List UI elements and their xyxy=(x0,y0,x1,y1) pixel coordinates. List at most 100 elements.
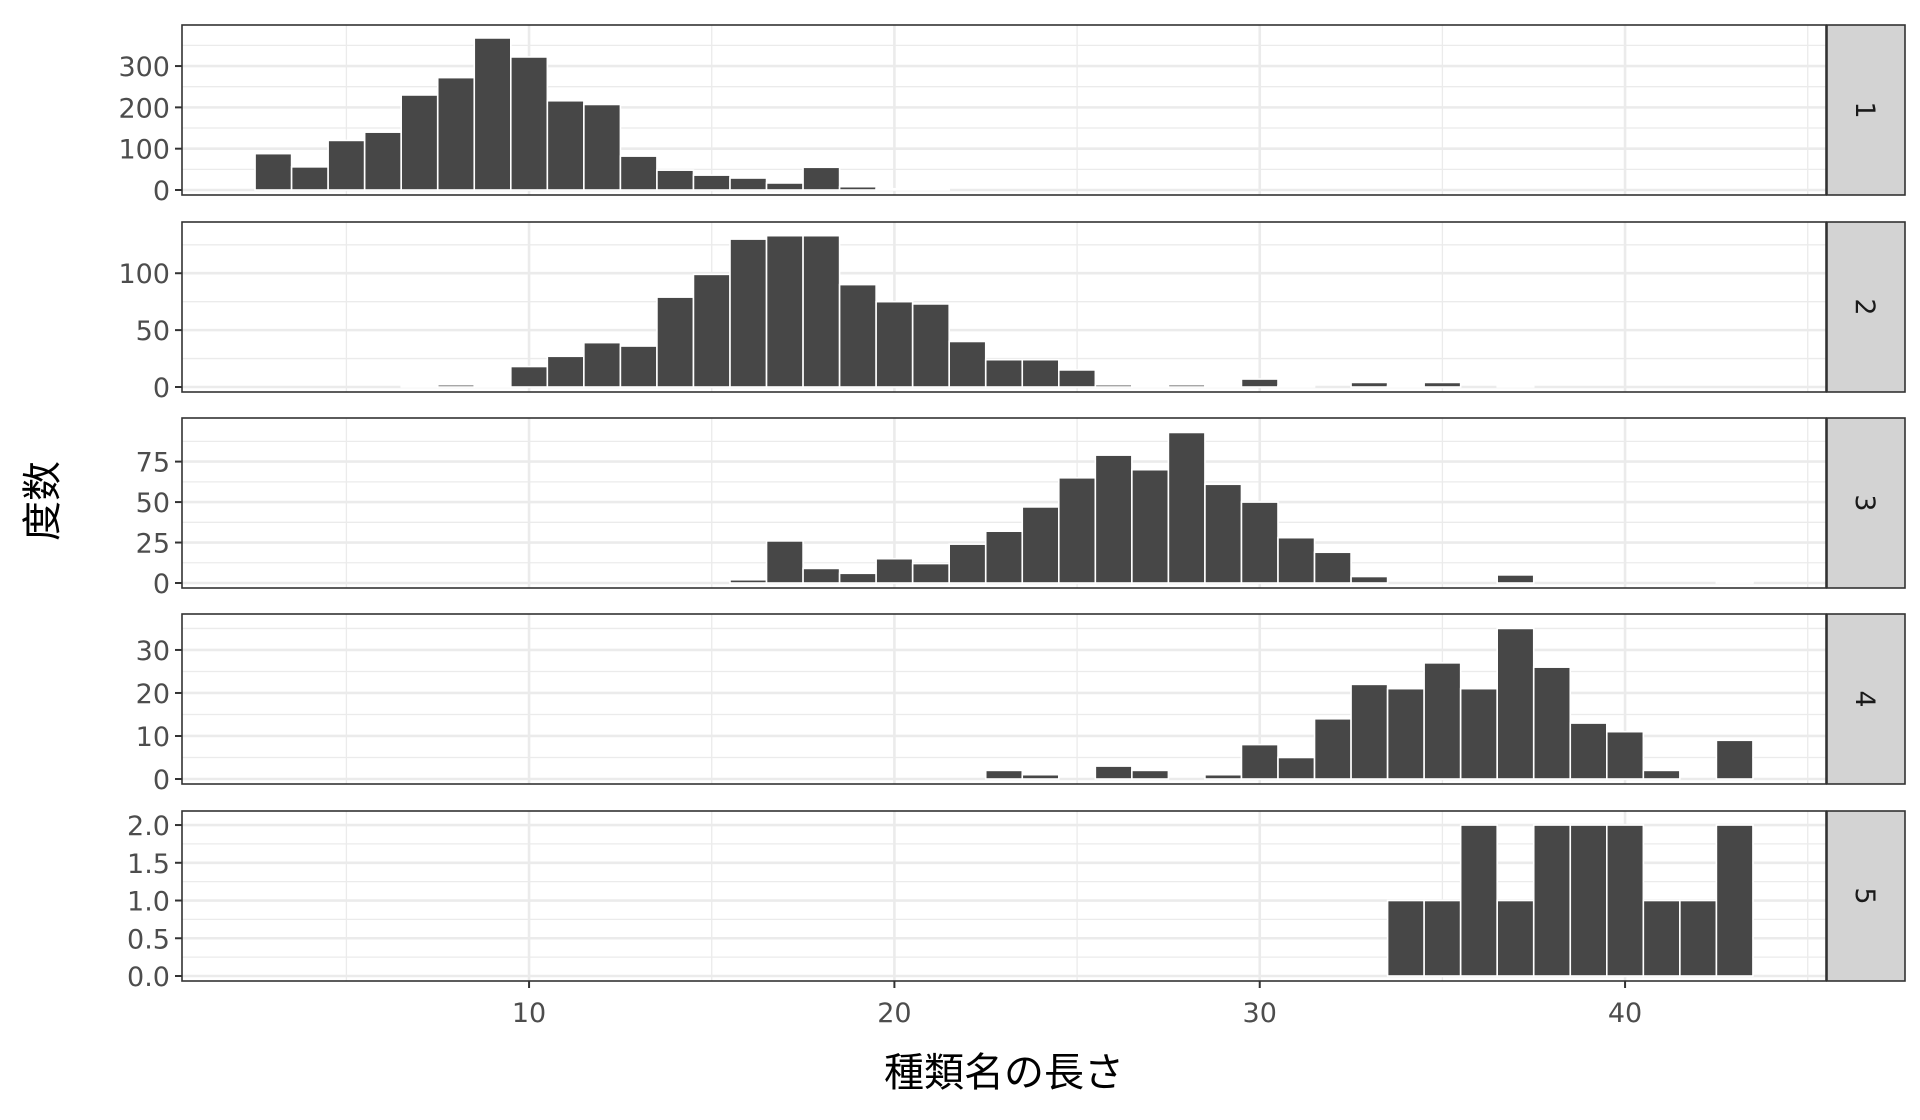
bar xyxy=(400,385,439,388)
bar xyxy=(1386,385,1425,388)
bar xyxy=(1350,575,1389,584)
y-axis-title: 度数 xyxy=(20,461,66,541)
bar xyxy=(875,300,914,388)
bar xyxy=(729,578,768,584)
bar xyxy=(656,169,695,191)
facet-strip-label: 2 xyxy=(1849,298,1880,315)
bar xyxy=(984,358,1024,388)
bar xyxy=(1496,385,1535,388)
bar xyxy=(838,185,877,191)
bar xyxy=(765,234,804,388)
bar xyxy=(1313,717,1352,780)
bar xyxy=(509,365,549,388)
bar xyxy=(400,94,439,191)
bar xyxy=(436,383,476,388)
bar xyxy=(948,543,987,584)
panel-border xyxy=(181,24,1827,196)
y-tick-label: 1.0 xyxy=(127,887,170,918)
facet-strip xyxy=(1826,24,1906,196)
bar xyxy=(765,540,804,584)
x-tick-label: 10 xyxy=(512,998,546,1029)
bar xyxy=(875,557,914,584)
bar xyxy=(1058,476,1097,584)
bar xyxy=(1459,687,1498,780)
bar xyxy=(1679,899,1718,977)
facet-strip xyxy=(1826,613,1906,785)
bar xyxy=(1058,369,1097,388)
x-tick-label: 30 xyxy=(1243,998,1277,1029)
bar xyxy=(473,385,512,388)
bar xyxy=(327,139,366,191)
bar xyxy=(729,177,768,191)
bar xyxy=(1021,358,1060,388)
bar xyxy=(1021,773,1060,780)
facet-strip-label: 1 xyxy=(1849,101,1880,118)
facet-strip-label: 3 xyxy=(1849,494,1880,511)
bar xyxy=(1350,381,1389,388)
bar xyxy=(692,174,731,191)
facet-panel-3: 0 25 50 75 3 xyxy=(136,417,1906,600)
bar xyxy=(1715,580,1754,584)
y-tick-label: 50 xyxy=(136,316,170,347)
bar xyxy=(656,296,695,388)
bar xyxy=(838,572,877,584)
x-axis: 10 20 30 40 xyxy=(512,981,1642,1029)
x-tick-label: 20 xyxy=(877,998,911,1029)
panel-border xyxy=(181,221,1827,393)
bar xyxy=(1606,730,1645,780)
bar xyxy=(729,238,768,388)
y-tick-label: 0 xyxy=(153,569,170,600)
bar xyxy=(1094,383,1133,388)
bar xyxy=(1606,824,1645,977)
y-tick-label: 200 xyxy=(118,93,170,124)
facet-panel-5: 0.0 0.5 1.0 1.5 2.0 5 xyxy=(127,810,1906,993)
bar xyxy=(1532,824,1572,977)
facet-strip xyxy=(1826,810,1906,982)
facet-panel-1: 0 100 200 300 1 xyxy=(118,24,1906,207)
y-tick-label: 0 xyxy=(153,373,170,404)
bar xyxy=(911,562,951,584)
bar xyxy=(473,37,512,191)
facet-panel-2: 0 50 100 2 xyxy=(118,221,1906,404)
bar xyxy=(838,283,877,388)
bar xyxy=(1240,501,1279,584)
y-tick-label: 2.0 xyxy=(127,811,170,842)
y-tick-label: 1.5 xyxy=(127,849,170,880)
bar xyxy=(583,341,622,388)
y-tick-label: 25 xyxy=(136,529,170,560)
bar xyxy=(1386,899,1425,977)
bar xyxy=(1204,773,1243,780)
bar xyxy=(583,103,622,191)
y-tick-label: 0.0 xyxy=(127,962,170,993)
bar xyxy=(802,234,841,388)
bar xyxy=(1313,551,1352,584)
y-tick-label: 0 xyxy=(153,765,170,796)
bar xyxy=(546,99,585,191)
bar xyxy=(1350,683,1389,780)
bar xyxy=(1459,824,1498,977)
facet-strip xyxy=(1826,417,1906,589)
bar xyxy=(802,166,841,191)
facet-strip-label: 5 xyxy=(1849,887,1880,904)
bar xyxy=(1496,899,1535,977)
y-tick-label: 100 xyxy=(118,259,170,290)
bar xyxy=(290,166,329,191)
bar xyxy=(1277,756,1316,780)
bar xyxy=(1642,899,1681,977)
bar xyxy=(1496,627,1535,780)
y-tick-label: 50 xyxy=(136,488,170,519)
bar xyxy=(1021,506,1060,584)
bar xyxy=(363,131,402,191)
bar xyxy=(1131,385,1170,388)
bar xyxy=(911,303,951,388)
bar xyxy=(509,56,549,191)
bar xyxy=(1094,454,1133,584)
bar xyxy=(1569,824,1608,977)
x-tick-label: 40 xyxy=(1608,998,1642,1029)
bar xyxy=(802,567,841,584)
y-tick-label: 30 xyxy=(136,636,170,667)
bar xyxy=(1240,743,1279,780)
x-axis-title: 種類名の長さ xyxy=(884,1050,1124,1096)
bar xyxy=(254,152,293,191)
bar xyxy=(1423,899,1462,977)
